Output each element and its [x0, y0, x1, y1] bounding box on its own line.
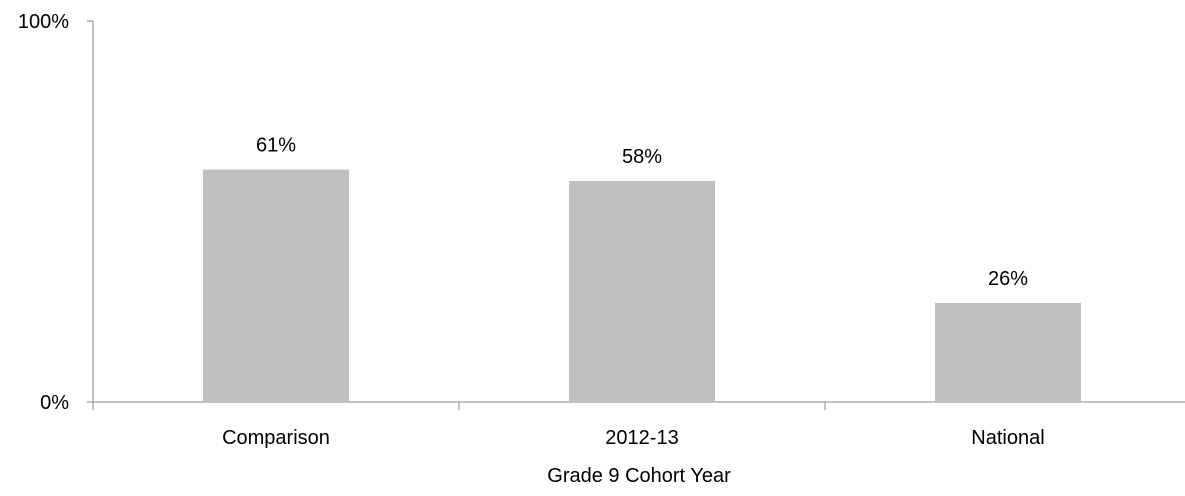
x-tick-label: 2012-13	[605, 427, 678, 449]
y-tick-label: 0%	[40, 392, 69, 414]
bar	[569, 181, 715, 402]
bar-value-label: 61%	[256, 135, 296, 157]
bar	[203, 169, 349, 402]
x-tick-label: Comparison	[222, 427, 330, 449]
bar-value-label: 58%	[622, 146, 662, 168]
x-axis: Comparison 2012-13 National	[92, 401, 1185, 449]
y-axis: 0% 100%	[18, 11, 94, 414]
bars	[203, 169, 1081, 402]
y-tick-label: 100%	[18, 11, 69, 33]
x-axis-title: Grade 9 Cohort Year	[547, 465, 731, 487]
bar	[935, 302, 1081, 402]
bar-value-label: 26%	[988, 268, 1028, 290]
data-labels: 61% 58% 26%	[256, 135, 1028, 290]
x-tick-label: National	[971, 427, 1044, 449]
